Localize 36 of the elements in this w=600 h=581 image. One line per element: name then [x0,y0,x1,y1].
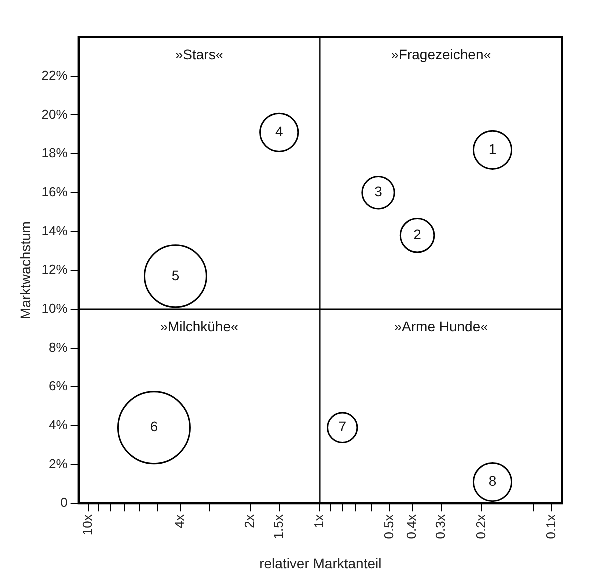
annotation: »Stars« [175,46,224,62]
y-tick-label: 2% [49,456,68,472]
y-tick-label: 22% [42,68,68,83]
x-tick-label: 2x [242,514,257,528]
x-tick-label: 0.1x [543,514,558,540]
x-tick-label: 1.5x [270,514,286,540]
annotation: »Milchkühe« [160,318,239,334]
annotation: 6 [150,418,158,435]
x-tick-label: 0.4x [404,514,419,540]
x-tick-label: 1x [312,514,327,528]
annotation: 2 [414,226,422,242]
annotation: 4 [275,124,284,140]
x-axis-title: relativer Marktanteil [260,555,382,572]
x-tick-label: 4x [172,514,188,528]
y-tick-label: 20% [42,106,68,122]
y-tick-label: 12% [42,262,68,278]
y-tick-label: 0 [60,495,68,510]
x-tick-label: 10x [80,514,95,536]
annotation: 3 [374,184,383,200]
x-tick-label: 0.5x [381,514,396,540]
annotation: 7 [338,418,347,435]
annotation: »Fragezeichen« [391,46,492,62]
y-tick-label: 4% [49,418,68,433]
y-tick-label: 18% [42,146,68,161]
y-tick-label: 14% [42,223,68,238]
y-tick-label: 10% [42,300,68,316]
y-tick-label: 16% [42,184,68,200]
annotation: »Arme Hunde« [394,318,489,334]
x-tick-label: 0.2x [474,514,489,540]
annotation: 5 [172,267,180,284]
annotation: 8 [488,473,497,490]
x-tick-label: 0.3x [432,514,448,540]
y-tick-label: 6% [49,378,68,394]
annotation: 1 [488,141,497,158]
y-tick-label: 8% [49,340,68,355]
y-axis-title: Marktwachstum [17,222,34,320]
